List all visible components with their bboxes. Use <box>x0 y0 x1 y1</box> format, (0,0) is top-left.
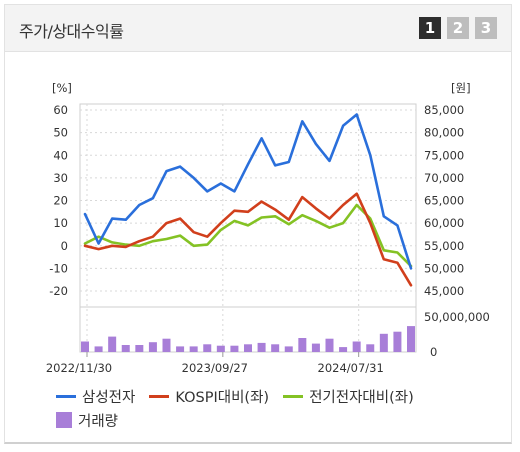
volume-bar <box>94 346 103 352</box>
volume-bar <box>176 346 185 352</box>
left-tick-label: 0 <box>61 239 68 253</box>
right-tick-label: 65,000 <box>424 194 464 208</box>
legend-item-samsung: 삼성전자 <box>56 386 135 407</box>
volume-bar <box>162 338 171 352</box>
volume-tick-label: 0 <box>430 345 437 359</box>
volume-bar <box>81 341 89 352</box>
legend-item-volume: 거래량 <box>56 410 118 431</box>
volume-bar <box>325 338 334 352</box>
volume-bar <box>216 345 225 352</box>
volume-bar <box>189 346 198 352</box>
x-tick-label: 2024/07/31 <box>318 361 384 375</box>
legend-item-sector: 전기전자대비(좌) <box>283 386 414 407</box>
volume-bar <box>407 326 415 352</box>
x-tick-label: 2022/11/30 <box>46 361 112 375</box>
legend-item-kospi: KOSPI대비(좌) <box>149 386 269 407</box>
volume-tick-label: 50,000,000 <box>424 310 490 324</box>
page-button-2[interactable]: 2 <box>447 17 469 39</box>
chart-legend: 삼성전자 KOSPI대비(좌) 전기전자대비(좌) 거래량 <box>56 384 414 432</box>
legend-swatch-volume <box>56 412 72 428</box>
right-tick-label: 50,000 <box>424 261 464 275</box>
series-line-sector <box>83 203 413 268</box>
right-tick-label: 70,000 <box>424 171 464 185</box>
x-tick-label: 2023/09/27 <box>182 361 248 375</box>
relative-return-chart: 60 50 40 30 20 10 0 -10 -20 85,000 80,000 75,000 70,… <box>46 81 490 375</box>
volume-bar <box>108 336 117 352</box>
series-line-samsung <box>83 113 413 270</box>
left-tick-label: 30 <box>53 171 68 185</box>
volume-bar <box>379 333 388 352</box>
legend-row-volume: 거래량 <box>56 408 414 432</box>
left-axis-unit: [%] <box>52 81 72 95</box>
volume-bar <box>339 347 348 352</box>
left-tick-label: 10 <box>53 216 68 230</box>
volume-bar <box>352 341 361 352</box>
left-tick-label: -10 <box>49 261 68 275</box>
left-tick-label: -20 <box>49 284 68 298</box>
right-tick-label: 85,000 <box>424 103 464 117</box>
left-tick-label: 50 <box>53 126 68 140</box>
chart-title: 주가/상대수익률 <box>19 22 124 41</box>
volume-bar <box>284 346 293 352</box>
volume-bar <box>311 343 320 352</box>
legend-swatch-samsung <box>56 394 76 398</box>
right-tick-label: 55,000 <box>424 239 464 253</box>
volume-bar <box>148 342 157 352</box>
page-button-1[interactable]: 1 <box>419 17 441 39</box>
card-header: 주가/상대수익률 1 2 3 <box>5 5 511 52</box>
series-line-kospi <box>83 192 413 287</box>
right-axis-unit: [원] <box>451 81 471 95</box>
page-button-3[interactable]: 3 <box>475 17 497 39</box>
right-tick-label: 75,000 <box>424 148 464 162</box>
legend-swatch-sector <box>283 394 304 398</box>
left-tick-label: 60 <box>53 103 68 117</box>
right-tick-label: 80,000 <box>424 126 464 140</box>
volume-bar <box>271 344 280 352</box>
legend-label-volume: 거래량 <box>78 413 119 430</box>
legend-label-sector: 전기전자대비(좌) <box>309 389 414 406</box>
volume-bar <box>203 344 212 352</box>
left-tick-label: 20 <box>53 194 68 208</box>
legend-label-samsung: 삼성전자 <box>82 389 136 406</box>
volume-bar <box>244 344 252 352</box>
volume-bar <box>366 344 375 352</box>
right-tick-label: 45,000 <box>424 284 464 298</box>
volume-bar <box>257 342 266 352</box>
right-tick-label: 60,000 <box>424 216 464 230</box>
left-tick-label: 40 <box>53 148 68 162</box>
volume-bar <box>121 345 130 352</box>
volume-bar <box>393 331 402 352</box>
volume-bar <box>298 338 307 352</box>
page-selector: 1 2 3 <box>419 17 497 39</box>
volume-bar <box>230 345 239 352</box>
legend-label-kospi: KOSPI대비(좌) <box>175 389 270 406</box>
legend-swatch-kospi <box>149 394 170 398</box>
volume-bar <box>135 345 144 352</box>
legend-row-lines: 삼성전자 KOSPI대비(좌) 전기전자대비(좌) <box>56 384 414 408</box>
